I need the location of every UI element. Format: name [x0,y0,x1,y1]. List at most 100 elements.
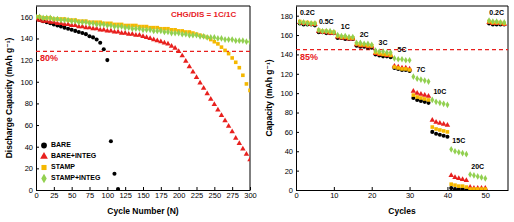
marker [105,58,109,62]
marker [230,56,234,60]
marker [332,29,336,36]
plot-area [296,17,508,190]
marker [423,77,427,84]
marker [38,13,42,20]
x-axis-title: Cycle Number (N) [107,206,178,216]
x-tick-label: 20 [368,191,376,200]
marker [483,187,487,190]
x-tick-mark [250,187,251,190]
marker [396,66,400,70]
x-tick: 275 [226,187,239,200]
marker [209,34,213,41]
marker [472,187,476,190]
marker [234,37,238,44]
marker [73,18,77,25]
x-axis-title: Cycles [388,206,416,216]
marker [102,21,106,28]
frame-right [508,6,509,190]
y-tick-mark [36,190,39,191]
x-tick: 30 [406,187,414,200]
frame-top [36,6,250,7]
x-tick: 10 [330,187,338,200]
marker [445,122,450,127]
marker [438,99,442,106]
marker [449,146,453,153]
y-axis: 020406080100120140160180 [280,7,299,195]
x-tick-label: 0 [294,191,298,200]
x-tick-mark [179,187,180,190]
marker [483,188,487,190]
marker [445,101,449,108]
marker [362,40,366,47]
marker [91,35,95,39]
marker [408,69,412,73]
marker [446,130,450,134]
x-tick-label: 50 [68,191,76,200]
x-tick-label: 40 [444,191,452,200]
marker [324,28,328,35]
y-tick-label: 80 [25,99,33,108]
marker [155,28,159,35]
reference-label: 85% [300,52,318,62]
series [36,16,250,161]
x-tick-label: 175 [155,191,168,200]
marker [328,28,332,35]
x-tick-label: 50 [482,191,490,200]
x-tick-label: 200 [173,191,186,200]
x-tick-label: 125 [119,191,132,200]
x-tick-label: 300 [244,191,257,200]
marker [317,27,321,34]
marker [457,184,461,188]
series [36,15,250,92]
marker [479,188,483,190]
marker [180,31,184,38]
marker [212,101,217,106]
marker [162,29,166,36]
marker [298,19,302,26]
marker [385,49,389,56]
marker [241,73,245,77]
marker [220,35,224,42]
marker [370,41,374,48]
marker [109,22,113,29]
plot-area [36,13,250,190]
marker [480,174,484,181]
marker [355,39,359,46]
marker [223,49,227,53]
series [297,19,507,189]
marker [145,26,149,33]
marker [248,89,250,93]
marker [234,60,238,64]
chart-panel: 0255075100125150175200225250275300020406… [4,6,257,216]
annotation: 0.5C [319,18,334,25]
marker [453,183,457,187]
marker [408,68,412,72]
marker [102,47,106,51]
marker [105,22,109,29]
marker [123,24,127,31]
y-tick-label: 40 [25,143,33,152]
x-tick-mark [372,187,373,190]
marker [59,17,63,24]
marker [109,139,113,143]
marker [70,28,74,32]
marker [442,100,446,107]
marker [389,49,393,56]
marker [219,112,224,117]
marker [430,125,434,129]
marker [464,151,468,158]
marker [419,76,423,83]
marker [309,20,313,27]
y-tick-mark [296,35,299,36]
x-tick-label: 100 [102,191,115,200]
marker [427,78,431,85]
marker [233,135,238,140]
marker [208,96,213,101]
marker [408,57,412,64]
marker [204,91,209,96]
marker [77,30,81,34]
marker [392,66,396,70]
marker [495,18,499,25]
y-tick-mark [296,151,299,152]
y-tick-label: 120 [280,70,293,79]
